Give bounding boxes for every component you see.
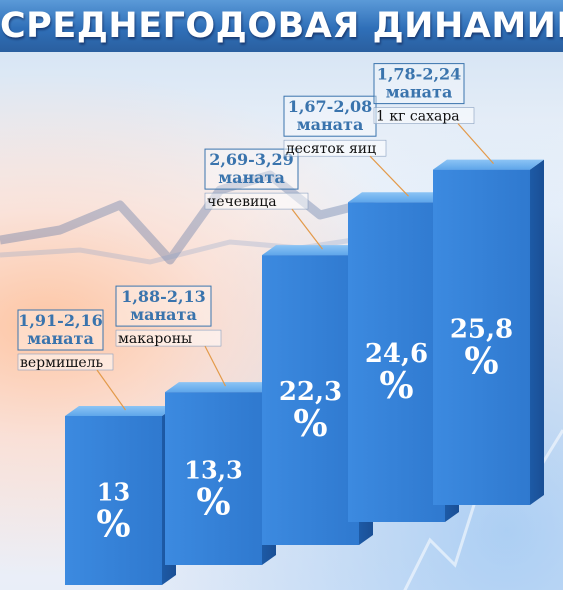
bar-value-label: 22,3 [279,377,342,407]
callout-line [457,123,494,164]
product-box [115,329,222,347]
price-range-label: 1,88-2,13 [121,287,206,306]
bar-unit-label: % [379,365,413,407]
category-label: чечевица [207,194,277,210]
bar-value-label: 13,3 [184,456,242,485]
price-range-label: 2,69-3,29 [209,150,294,169]
product-box [283,139,387,157]
bar-unit-label: % [196,482,230,524]
price-unit-label: маната [386,83,453,102]
price-box [17,309,104,351]
callout-line [96,369,126,411]
bar-side [530,159,544,505]
bar-value-label: 24,6 [365,339,428,369]
price-unit-label: маната [218,168,285,187]
bar-top [433,159,544,170]
bar-top [65,406,176,416]
price-range-label: 1,67-2,08 [288,97,373,116]
bar-top [165,382,276,393]
bar-unit-label: % [464,340,498,382]
chart-title: СРЕДНЕГОДОВАЯ ДИНАМИКА [0,6,563,46]
bar-value-label: 13 [97,478,130,507]
callout-line [369,155,409,197]
price-unit-label: маната [297,115,364,134]
bar-top [348,192,459,203]
product-box [204,192,309,210]
category-label: макароны [118,331,192,347]
price-box [373,63,465,105]
callout-line [291,208,323,250]
bar [65,416,162,585]
price-unit-label: маната [130,305,197,324]
callout-line [204,345,227,387]
bar-top [262,245,373,256]
category-label: вермишель [20,355,104,371]
bar [165,392,262,565]
bar-value-label: 25,8 [450,314,513,344]
price-box [115,285,212,327]
bar [433,169,530,505]
bar-unit-label: % [96,504,130,546]
bar [348,202,445,522]
price-box [283,95,377,137]
price-box [204,148,299,190]
category-label: десяток яиц [286,141,376,157]
product-box [17,353,114,371]
product-box [373,107,475,124]
price-unit-label: маната [27,329,94,348]
bar [262,255,359,545]
price-range-label: 1,91-2,16 [18,311,103,330]
title-banner: СРЕДНЕГОДОВАЯ ДИНАМИКА [0,0,563,52]
category-label: 1 кг сахара [376,109,460,125]
bar-unit-label: % [293,403,327,445]
price-range-label: 1,78-2,24 [377,65,462,84]
